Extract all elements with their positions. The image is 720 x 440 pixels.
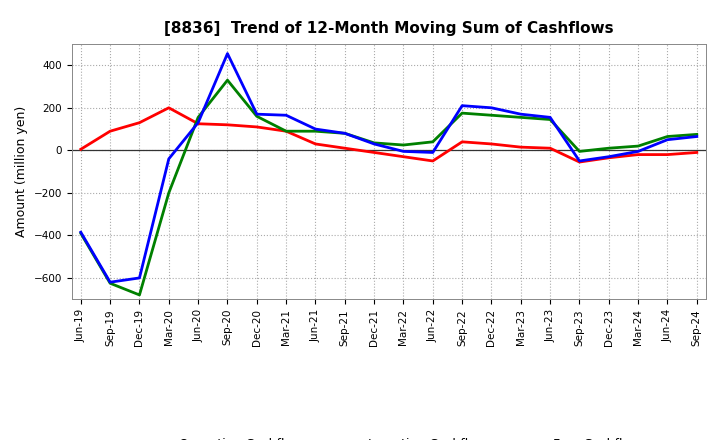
Operating Cashflow (663, 152, 672, 157)
Operating Cashflow (341, 146, 349, 151)
Investing Cashflow (399, 143, 408, 148)
Investing Cashflow (341, 131, 349, 136)
Investing Cashflow (428, 139, 437, 144)
Line: Investing Cashflow: Investing Cashflow (81, 80, 697, 295)
Operating Cashflow (605, 155, 613, 161)
Investing Cashflow (546, 117, 554, 122)
Free Cashflow (370, 141, 379, 147)
Operating Cashflow (487, 141, 496, 147)
Free Cashflow (282, 113, 290, 118)
Operating Cashflow (693, 150, 701, 155)
Free Cashflow (311, 126, 320, 132)
Free Cashflow (487, 105, 496, 110)
Investing Cashflow (135, 292, 144, 297)
Free Cashflow (164, 156, 173, 161)
Free Cashflow (194, 120, 202, 125)
Line: Free Cashflow: Free Cashflow (81, 54, 697, 282)
Operating Cashflow (634, 152, 642, 157)
Investing Cashflow (253, 114, 261, 119)
Operating Cashflow (311, 141, 320, 147)
Operating Cashflow (223, 122, 232, 128)
Free Cashflow (575, 158, 584, 164)
Legend: Operating Cashflow, Investing Cashflow, Free Cashflow: Operating Cashflow, Investing Cashflow, … (138, 438, 640, 440)
Free Cashflow (399, 149, 408, 154)
Free Cashflow (516, 111, 525, 117)
Operating Cashflow (253, 124, 261, 129)
Operating Cashflow (516, 144, 525, 150)
Free Cashflow (546, 115, 554, 120)
Free Cashflow (341, 131, 349, 136)
Investing Cashflow (223, 77, 232, 83)
Investing Cashflow (194, 115, 202, 120)
Operating Cashflow (194, 121, 202, 126)
Free Cashflow (428, 150, 437, 155)
Y-axis label: Amount (million yen): Amount (million yen) (15, 106, 28, 237)
Free Cashflow (663, 137, 672, 142)
Free Cashflow (106, 279, 114, 285)
Free Cashflow (458, 103, 467, 108)
Operating Cashflow (282, 128, 290, 134)
Operating Cashflow (428, 158, 437, 164)
Operating Cashflow (575, 159, 584, 165)
Investing Cashflow (516, 115, 525, 120)
Operating Cashflow (458, 139, 467, 144)
Free Cashflow (76, 230, 85, 235)
Investing Cashflow (605, 146, 613, 151)
Investing Cashflow (370, 140, 379, 146)
Investing Cashflow (458, 110, 467, 116)
Free Cashflow (135, 275, 144, 281)
Free Cashflow (693, 134, 701, 139)
Investing Cashflow (164, 190, 173, 195)
Operating Cashflow (76, 147, 85, 152)
Investing Cashflow (693, 132, 701, 137)
Line: Operating Cashflow: Operating Cashflow (81, 108, 697, 162)
Free Cashflow (605, 154, 613, 159)
Operating Cashflow (546, 146, 554, 151)
Operating Cashflow (135, 120, 144, 125)
Title: [8836]  Trend of 12-Month Moving Sum of Cashflows: [8836] Trend of 12-Month Moving Sum of C… (164, 21, 613, 36)
Investing Cashflow (311, 128, 320, 134)
Investing Cashflow (575, 149, 584, 154)
Operating Cashflow (370, 150, 379, 155)
Investing Cashflow (487, 113, 496, 118)
Free Cashflow (634, 149, 642, 154)
Free Cashflow (223, 51, 232, 56)
Operating Cashflow (399, 154, 408, 159)
Investing Cashflow (76, 231, 85, 236)
Operating Cashflow (106, 128, 114, 134)
Free Cashflow (253, 111, 261, 117)
Investing Cashflow (282, 128, 290, 134)
Operating Cashflow (164, 105, 173, 110)
Investing Cashflow (663, 134, 672, 139)
Investing Cashflow (634, 143, 642, 149)
Investing Cashflow (106, 281, 114, 286)
